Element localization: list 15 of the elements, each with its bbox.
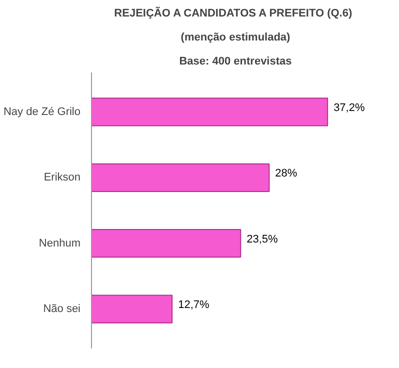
chart-subtitle: (menção estimulada) (180, 32, 291, 44)
text: Base: 400 entrevistas (179, 56, 292, 68)
y-tick-label: Nenhum (38, 237, 80, 250)
data-label: 28% (275, 168, 298, 180)
data-label: 12,7% (178, 299, 210, 312)
bar (92, 294, 173, 324)
bar (92, 98, 328, 126)
y-tick-label: Erikson (44, 172, 81, 184)
chart-title: REJEIÇÃO A CANDIDATOS A PREFEITO (Q.6) (114, 6, 352, 20)
bar (92, 229, 242, 258)
y-tick-label: Não sei (43, 303, 80, 316)
bar (92, 163, 270, 192)
y-tick-label: Nay de Zé Grilo (3, 106, 81, 118)
data-label: 37,2% (334, 102, 365, 114)
data-label: 23,5% (246, 233, 278, 246)
